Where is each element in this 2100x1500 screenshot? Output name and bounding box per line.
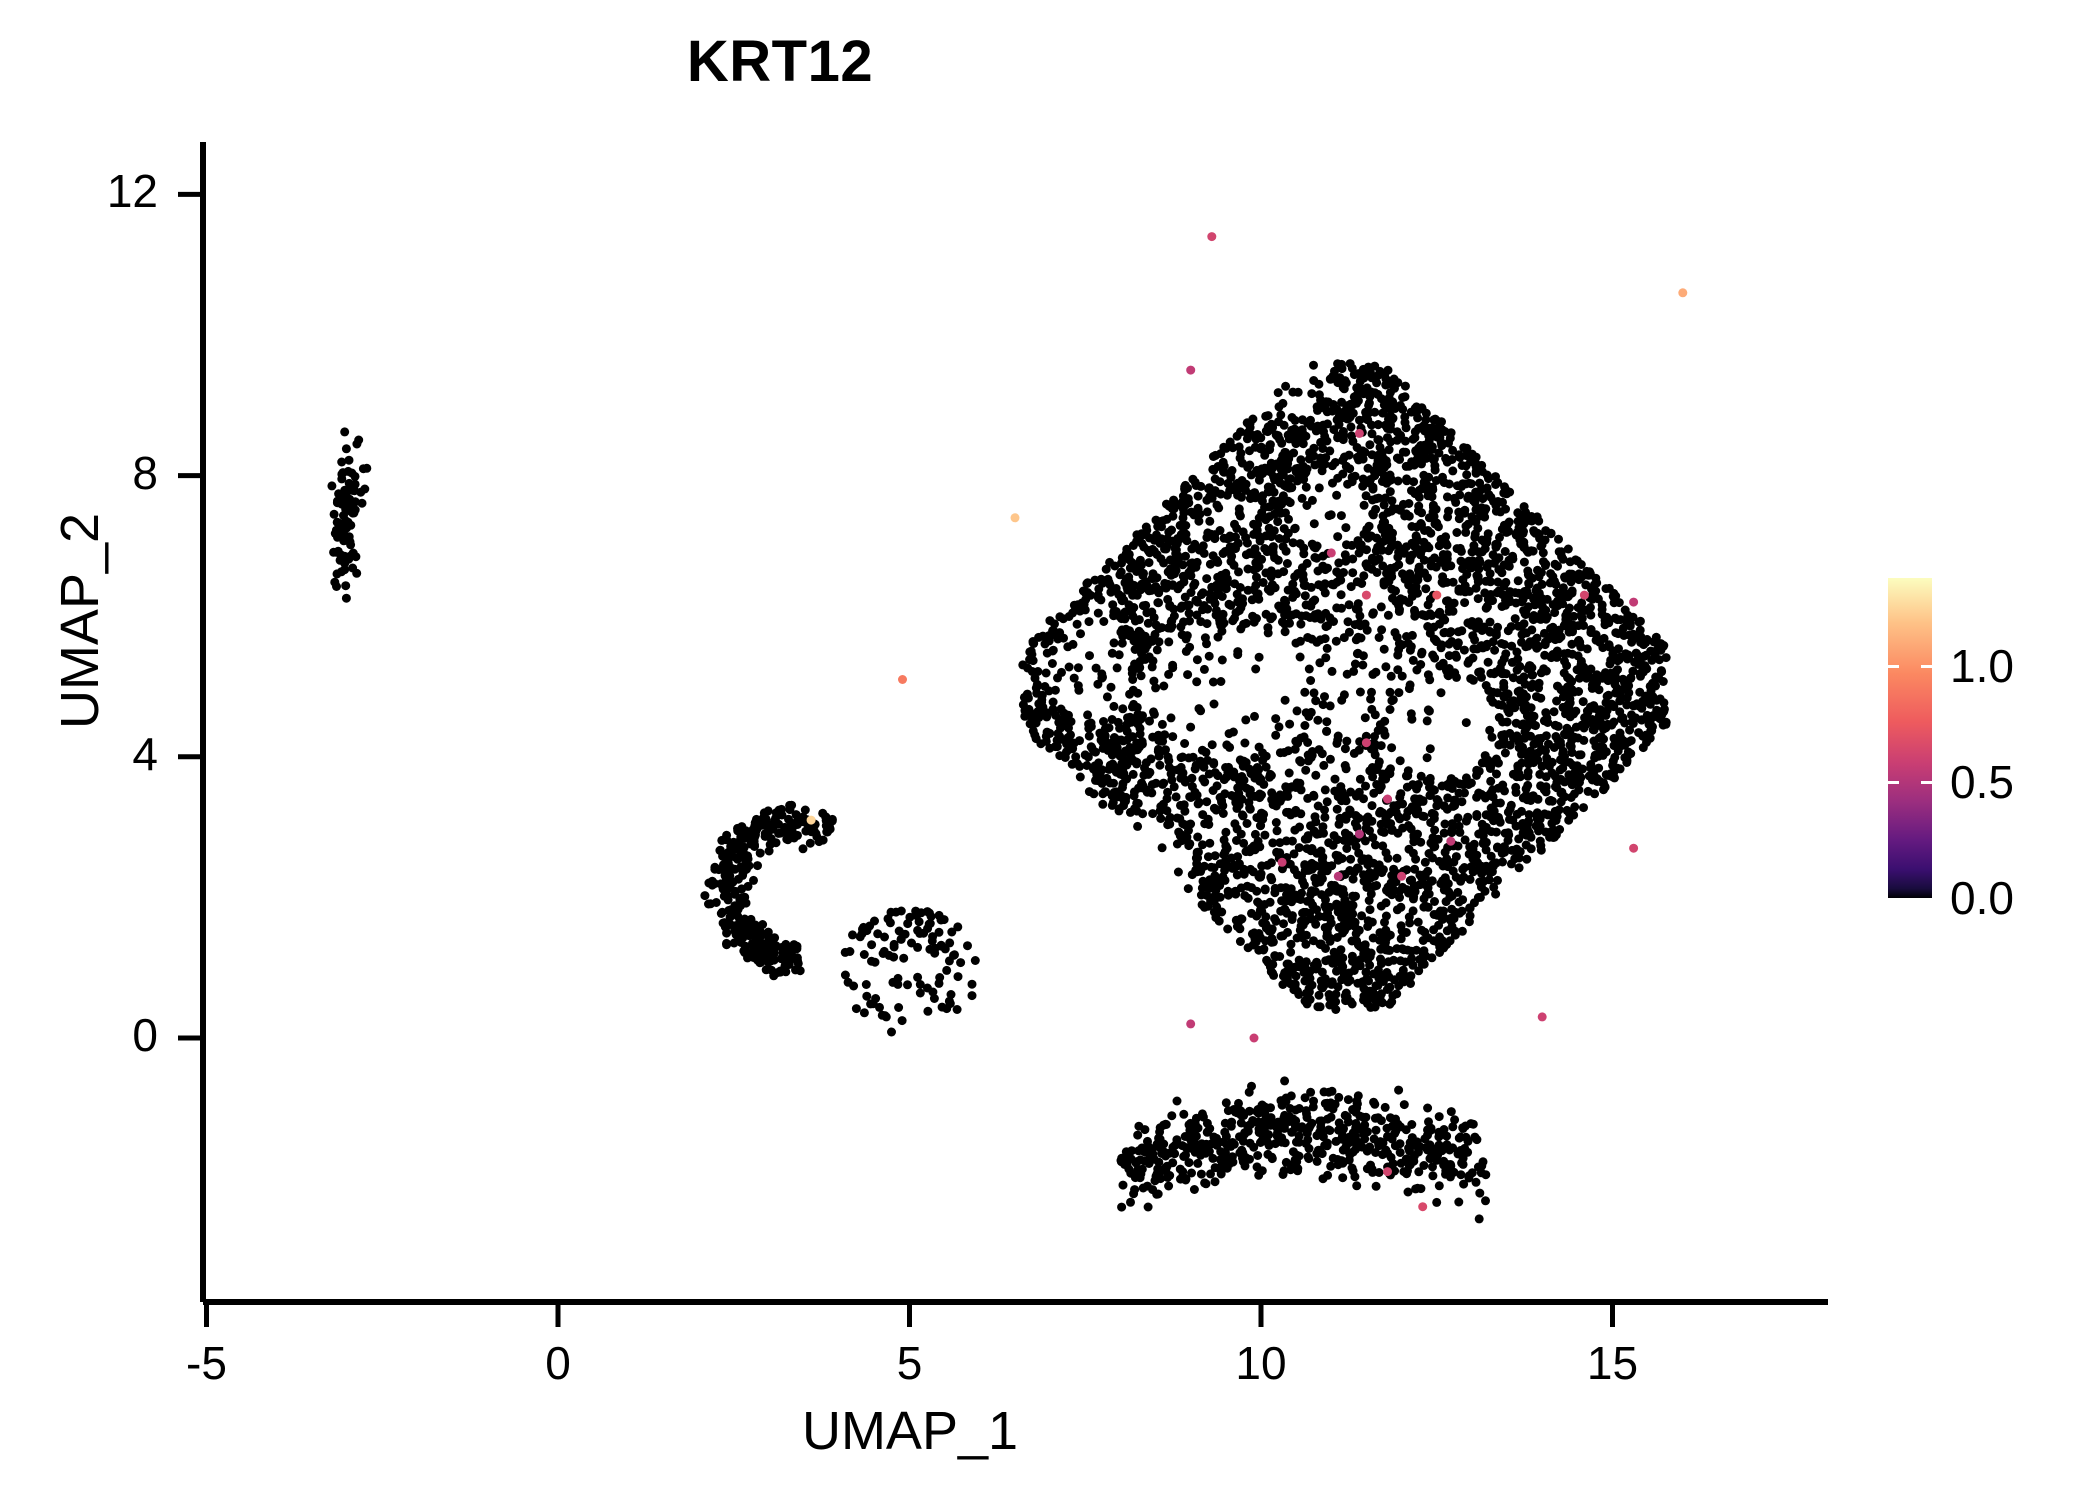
x-axis-tick-label: 0	[545, 1337, 571, 1389]
x-axis-ticks	[204, 1302, 1615, 1327]
y-axis-title: UMAP_2	[50, 512, 110, 730]
page-title: KRT12	[686, 29, 874, 94]
x-axis-tick-label: -5	[186, 1337, 227, 1389]
x-axis-tick-label: 15	[1586, 1337, 1639, 1389]
x-axis-tick-label: 10	[1235, 1337, 1287, 1389]
colorbar-tick-label: 0.0	[1950, 872, 2014, 924]
x-axis-title: UMAP_1	[801, 1401, 1019, 1461]
y-axis-tick-label: 12	[106, 165, 158, 218]
data-points-layer	[327, 232, 1688, 1224]
colorbar-legend[interactable]: 0.0 0.5 1.0	[1888, 578, 2014, 924]
y-axis-ticks	[178, 191, 203, 1041]
y-axis-tick-label: 0	[132, 1009, 158, 1061]
colorbar-tick-mark	[1921, 781, 1932, 785]
x-axis-tick-label: 5	[896, 1337, 923, 1389]
colorbar-tick-mark	[1921, 665, 1932, 669]
colorbar-tick-mark	[1888, 781, 1899, 785]
y-axis-tick-label: 4	[132, 727, 158, 780]
y-axis-tick-label: 8	[132, 446, 158, 499]
colorbar-gradient	[1888, 578, 1932, 898]
colorbar-tick-label: 0.5	[1950, 756, 2014, 809]
axes-layer	[178, 142, 1828, 1327]
colorbar-tick-label: 1.0	[1950, 640, 2014, 693]
colorbar-tick-mark	[1888, 665, 1899, 669]
